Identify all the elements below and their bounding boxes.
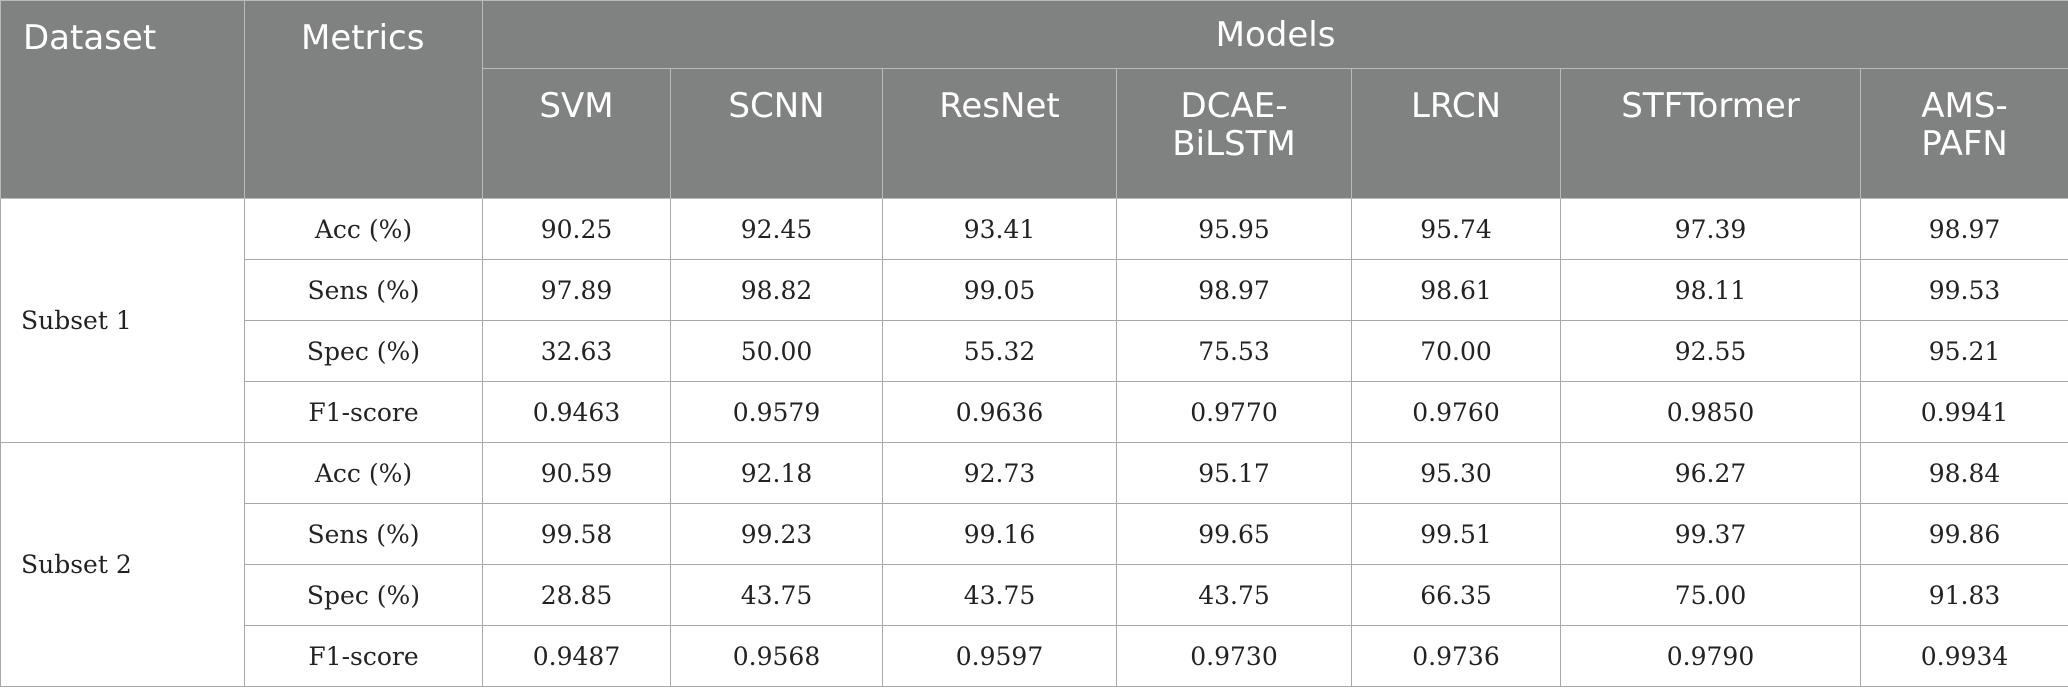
- value-cell: 32.63: [482, 320, 671, 382]
- value-cell: 55.32: [882, 320, 1117, 382]
- value-cell: 95.74: [1351, 198, 1561, 260]
- model-header-dcae-bilstm: DCAE- BiLSTM: [1116, 68, 1352, 199]
- table-row: Spec (%) 32.63 50.00 55.32 75.53 70.00 92.55 95…: [1, 320, 2068, 382]
- value-cell: 92.55: [1560, 320, 1861, 382]
- value-cell: 43.75: [882, 564, 1117, 626]
- value-cell: 99.65: [1116, 503, 1352, 565]
- value-cell: 0.9760: [1351, 381, 1561, 443]
- value-cell: 96.27: [1560, 442, 1861, 504]
- value-cell: 90.59: [482, 442, 671, 504]
- metric-cell: Sens (%): [244, 503, 483, 565]
- table-row: Subset 1 Acc (%) 90.25 92.45 93.41 95.95 95.74…: [0, 198, 2068, 443]
- value-cell: 0.9736: [1351, 625, 1561, 687]
- value-cell: 0.9568: [670, 625, 883, 687]
- value-cell: 98.97: [1116, 259, 1352, 321]
- models-header: Models: [481, 0, 2068, 69]
- value-cell: 98.11: [1560, 259, 1861, 321]
- dataset-header: Dataset: [0, 0, 245, 199]
- value-cell: 92.73: [882, 442, 1117, 504]
- model-header-scnn: SCNN: [670, 68, 883, 199]
- table-row: F1-score 0.9487 0.9568 0.9597 0.9730 0.9736 0.…: [1, 625, 2068, 687]
- value-cell: 28.85: [482, 564, 671, 626]
- value-cell: 0.9579: [670, 381, 883, 443]
- value-cell: 97.89: [482, 259, 671, 321]
- value-cell: 0.9487: [482, 625, 671, 687]
- model-header-svm: SVM: [482, 68, 671, 199]
- value-cell: 75.53: [1116, 320, 1352, 382]
- value-cell: 99.51: [1351, 503, 1561, 565]
- value-cell: 0.9463: [482, 381, 671, 443]
- value-cell: 93.41: [882, 198, 1117, 260]
- value-cell: 99.16: [882, 503, 1117, 565]
- metric-cell: F1-score: [244, 381, 483, 443]
- value-cell: 95.21: [1859, 320, 2068, 382]
- model-header-resnet: ResNet: [882, 68, 1117, 199]
- value-cell: 98.97: [1859, 198, 2068, 260]
- dataset-cell: Subset 1: [0, 198, 245, 443]
- value-cell: 0.9850: [1560, 381, 1861, 443]
- table-header: Dataset Metrics Models SVM SCNN ResNet D…: [0, 0, 2068, 199]
- metric-cell: F1-score: [244, 625, 483, 687]
- value-cell: 95.30: [1351, 442, 1561, 504]
- value-cell: 43.75: [1116, 564, 1352, 626]
- value-cell: 95.95: [1116, 198, 1352, 260]
- value-cell: 75.00: [1560, 564, 1861, 626]
- value-cell: 0.9934: [1859, 625, 2068, 687]
- value-cell: 91.83: [1859, 564, 2068, 626]
- value-cell: 66.35: [1351, 564, 1561, 626]
- model-header-stftormer: STFTormer: [1560, 68, 1861, 199]
- dataset-cell: Subset 2: [0, 442, 245, 687]
- metric-cell: Spec (%): [244, 320, 483, 382]
- value-cell: 0.9770: [1116, 381, 1352, 443]
- value-cell: 99.86: [1859, 503, 2068, 565]
- model-header-lrcn: LRCN: [1351, 68, 1561, 199]
- value-cell: 98.82: [670, 259, 883, 321]
- value-cell: 99.23: [670, 503, 883, 565]
- value-cell: 98.84: [1859, 442, 2068, 504]
- value-cell: 97.39: [1560, 198, 1861, 260]
- table-row: Subset 2 Acc (%) 90.59 92.18 92.73 95.17 95.30…: [0, 442, 2068, 687]
- value-cell: 50.00: [670, 320, 883, 382]
- metric-cell: Spec (%): [244, 564, 483, 626]
- value-cell: 0.9941: [1859, 381, 2068, 443]
- value-cell: 95.17: [1116, 442, 1352, 504]
- value-cell: 0.9636: [882, 381, 1117, 443]
- table-body: Subset 1 Acc (%) 90.25 92.45 93.41 95.95 95.74…: [0, 198, 2068, 687]
- value-cell: 0.9790: [1560, 625, 1861, 687]
- metric-cell: Acc (%): [244, 442, 483, 504]
- value-cell: 90.25: [482, 198, 671, 260]
- table-row: Sens (%) 99.58 99.23 99.16 99.65 99.51 99.37 99…: [1, 503, 2068, 565]
- value-cell: 70.00: [1351, 320, 1561, 382]
- value-cell: 99.58: [482, 503, 671, 565]
- table-row: Sens (%) 97.89 98.82 99.05 98.97 98.61 98.11 99…: [1, 259, 2068, 321]
- value-cell: 0.9597: [882, 625, 1117, 687]
- value-cell: 92.18: [670, 442, 883, 504]
- table-row: F1-score 0.9463 0.9579 0.9636 0.9770 0.9760 0.…: [1, 381, 2068, 443]
- value-cell: 99.37: [1560, 503, 1861, 565]
- table-row: Spec (%) 28.85 43.75 43.75 43.75 66.35 75.00 91…: [1, 564, 2068, 626]
- value-cell: 98.61: [1351, 259, 1561, 321]
- metric-cell: Acc (%): [244, 198, 483, 260]
- model-header-ams-pafn: AMS- PAFN: [1859, 68, 2068, 199]
- value-cell: 43.75: [670, 564, 883, 626]
- value-cell: 99.05: [882, 259, 1117, 321]
- metrics-header: Metrics: [244, 0, 483, 199]
- value-cell: 92.45: [670, 198, 883, 260]
- metric-cell: Sens (%): [244, 259, 483, 321]
- value-cell: 0.9730: [1116, 625, 1352, 687]
- value-cell: 99.53: [1859, 259, 2068, 321]
